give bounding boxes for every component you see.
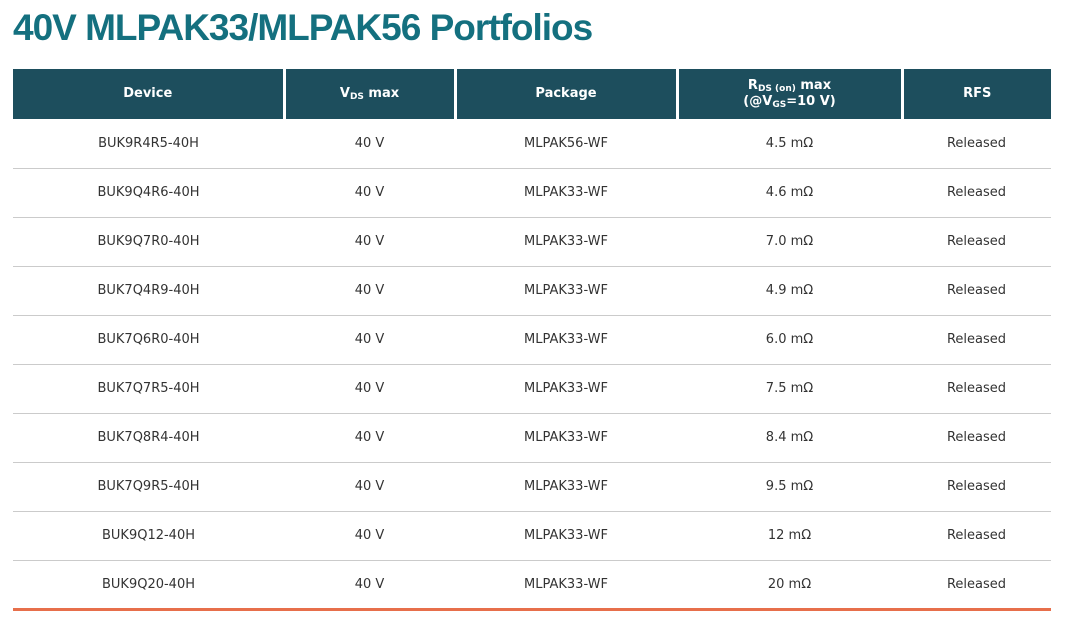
vds-max-cell: 40 V (284, 216, 455, 266)
rds-on-max-cell: 7.5 mΩ (677, 363, 902, 413)
rfs-status-cell: Released (902, 119, 1051, 168)
vds-max-cell: 40 V (284, 119, 455, 168)
vds-max-cell: 40 V (284, 510, 455, 560)
rds-on-max-cell: 7.0 mΩ (677, 216, 902, 266)
table-row: BUK9Q20-40H 40 V MLPAK33-WF 20 mΩ Releas… (13, 559, 1051, 609)
column-header-device: Device (13, 69, 286, 119)
rfs-status-cell: Released (902, 412, 1051, 462)
vds-header-rest: max (363, 85, 400, 101)
vds-max-cell: 40 V (284, 314, 455, 364)
portfolio-table: Device VDS max Package RDS (on) max (@VG… (13, 69, 1051, 611)
table-row: BUK9Q7R0-40H 40 V MLPAK33-WF 7.0 mΩ Rele… (13, 216, 1051, 266)
rds-on-max-cell: 9.5 mΩ (677, 461, 902, 511)
rds-on-max-cell: 8.4 mΩ (677, 412, 902, 462)
rds-header-subscript: DS (on) (757, 83, 796, 94)
device-header-label: Device (123, 85, 173, 101)
table-row: BUK9R4R5-40H 40 V MLPAK56-WF 4.5 mΩ Rele… (13, 119, 1051, 168)
rfs-status-cell: Released (902, 314, 1051, 364)
column-header-vds-max: VDS max (284, 69, 457, 119)
rds-on-max-cell: 20 mΩ (677, 559, 902, 609)
rfs-status-cell: Released (902, 363, 1051, 413)
rds-on-max-cell: 4.5 mΩ (677, 119, 902, 168)
table-header-row: Device VDS max Package RDS (on) max (@VG… (13, 69, 1051, 119)
table-row: BUK9Q4R6-40H 40 V MLPAK33-WF 4.6 mΩ Rele… (13, 167, 1051, 217)
vds-max-cell: 40 V (284, 167, 455, 217)
column-header-rds-on-max: RDS (on) max (@VGS=10 V) (677, 69, 904, 119)
rds-condition-open: (@V (743, 94, 773, 109)
device-cell: BUK9Q12-40H (13, 510, 284, 560)
rds-header-base: R (747, 77, 758, 93)
vds-max-cell: 40 V (284, 559, 455, 609)
column-header-rfs: RFS (902, 69, 1051, 119)
rfs-status-cell: Released (902, 559, 1051, 609)
device-cell: BUK9Q4R6-40H (13, 167, 284, 217)
device-cell: BUK7Q8R4-40H (13, 412, 284, 462)
rfs-status-cell: Released (902, 167, 1051, 217)
table-row: BUK7Q8R4-40H 40 V MLPAK33-WF 8.4 mΩ Rele… (13, 412, 1051, 462)
device-cell: BUK9Q7R0-40H (13, 216, 284, 266)
vds-max-cell: 40 V (284, 363, 455, 413)
rds-on-max-cell: 4.6 mΩ (677, 167, 902, 217)
table-row: BUK9Q12-40H 40 V MLPAK33-WF 12 mΩ Releas… (13, 510, 1051, 560)
table-row: BUK7Q4R9-40H 40 V MLPAK33-WF 4.9 mΩ Rele… (13, 265, 1051, 315)
device-cell: BUK7Q9R5-40H (13, 461, 284, 511)
package-cell: MLPAK33-WF (455, 363, 677, 413)
vds-max-cell: 40 V (284, 412, 455, 462)
package-cell: MLPAK56-WF (455, 119, 677, 168)
table-row: BUK7Q9R5-40H 40 V MLPAK33-WF 9.5 mΩ Rele… (13, 461, 1051, 511)
rds-on-max-cell: 12 mΩ (677, 510, 902, 560)
package-cell: MLPAK33-WF (455, 216, 677, 266)
rds-on-max-cell: 6.0 mΩ (677, 314, 902, 364)
rfs-header-label: RFS (963, 85, 992, 101)
package-cell: MLPAK33-WF (455, 461, 677, 511)
rfs-status-cell: Released (902, 510, 1051, 560)
rfs-status-cell: Released (902, 216, 1051, 266)
rds-on-max-cell: 4.9 mΩ (677, 265, 902, 315)
vds-header-base: V (339, 85, 350, 101)
page-title: 40V MLPAK33/MLPAK56 Portfolios (13, 7, 593, 48)
rds-condition-close: =10 V) (786, 94, 836, 109)
package-cell: MLPAK33-WF (455, 265, 677, 315)
device-cell: BUK7Q7R5-40H (13, 363, 284, 413)
rds-header-line1: RDS (on) max (747, 77, 832, 94)
rds-header-line2: (@VGS=10 V) (743, 94, 836, 110)
rfs-status-cell: Released (902, 461, 1051, 511)
rds-header-rest: max (795, 77, 832, 93)
vds-header-subscript: DS (349, 91, 364, 102)
device-cell: BUK7Q6R0-40H (13, 314, 284, 364)
rds-condition-subscript: GS (772, 100, 787, 110)
package-header-label: Package (535, 85, 597, 101)
package-cell: MLPAK33-WF (455, 314, 677, 364)
device-cell: BUK9R4R5-40H (13, 119, 284, 168)
table-body: BUK9R4R5-40H 40 V MLPAK56-WF 4.5 mΩ Rele… (13, 119, 1051, 609)
device-cell: BUK9Q20-40H (13, 559, 284, 609)
rfs-status-cell: Released (902, 265, 1051, 315)
package-cell: MLPAK33-WF (455, 412, 677, 462)
package-cell: MLPAK33-WF (455, 167, 677, 217)
package-cell: MLPAK33-WF (455, 559, 677, 609)
vds-max-cell: 40 V (284, 461, 455, 511)
device-cell: BUK7Q4R9-40H (13, 265, 284, 315)
table-row: BUK7Q7R5-40H 40 V MLPAK33-WF 7.5 mΩ Rele… (13, 363, 1051, 413)
column-header-package: Package (455, 69, 679, 119)
package-cell: MLPAK33-WF (455, 510, 677, 560)
vds-max-cell: 40 V (284, 265, 455, 315)
table-row: BUK7Q6R0-40H 40 V MLPAK33-WF 6.0 mΩ Rele… (13, 314, 1051, 364)
